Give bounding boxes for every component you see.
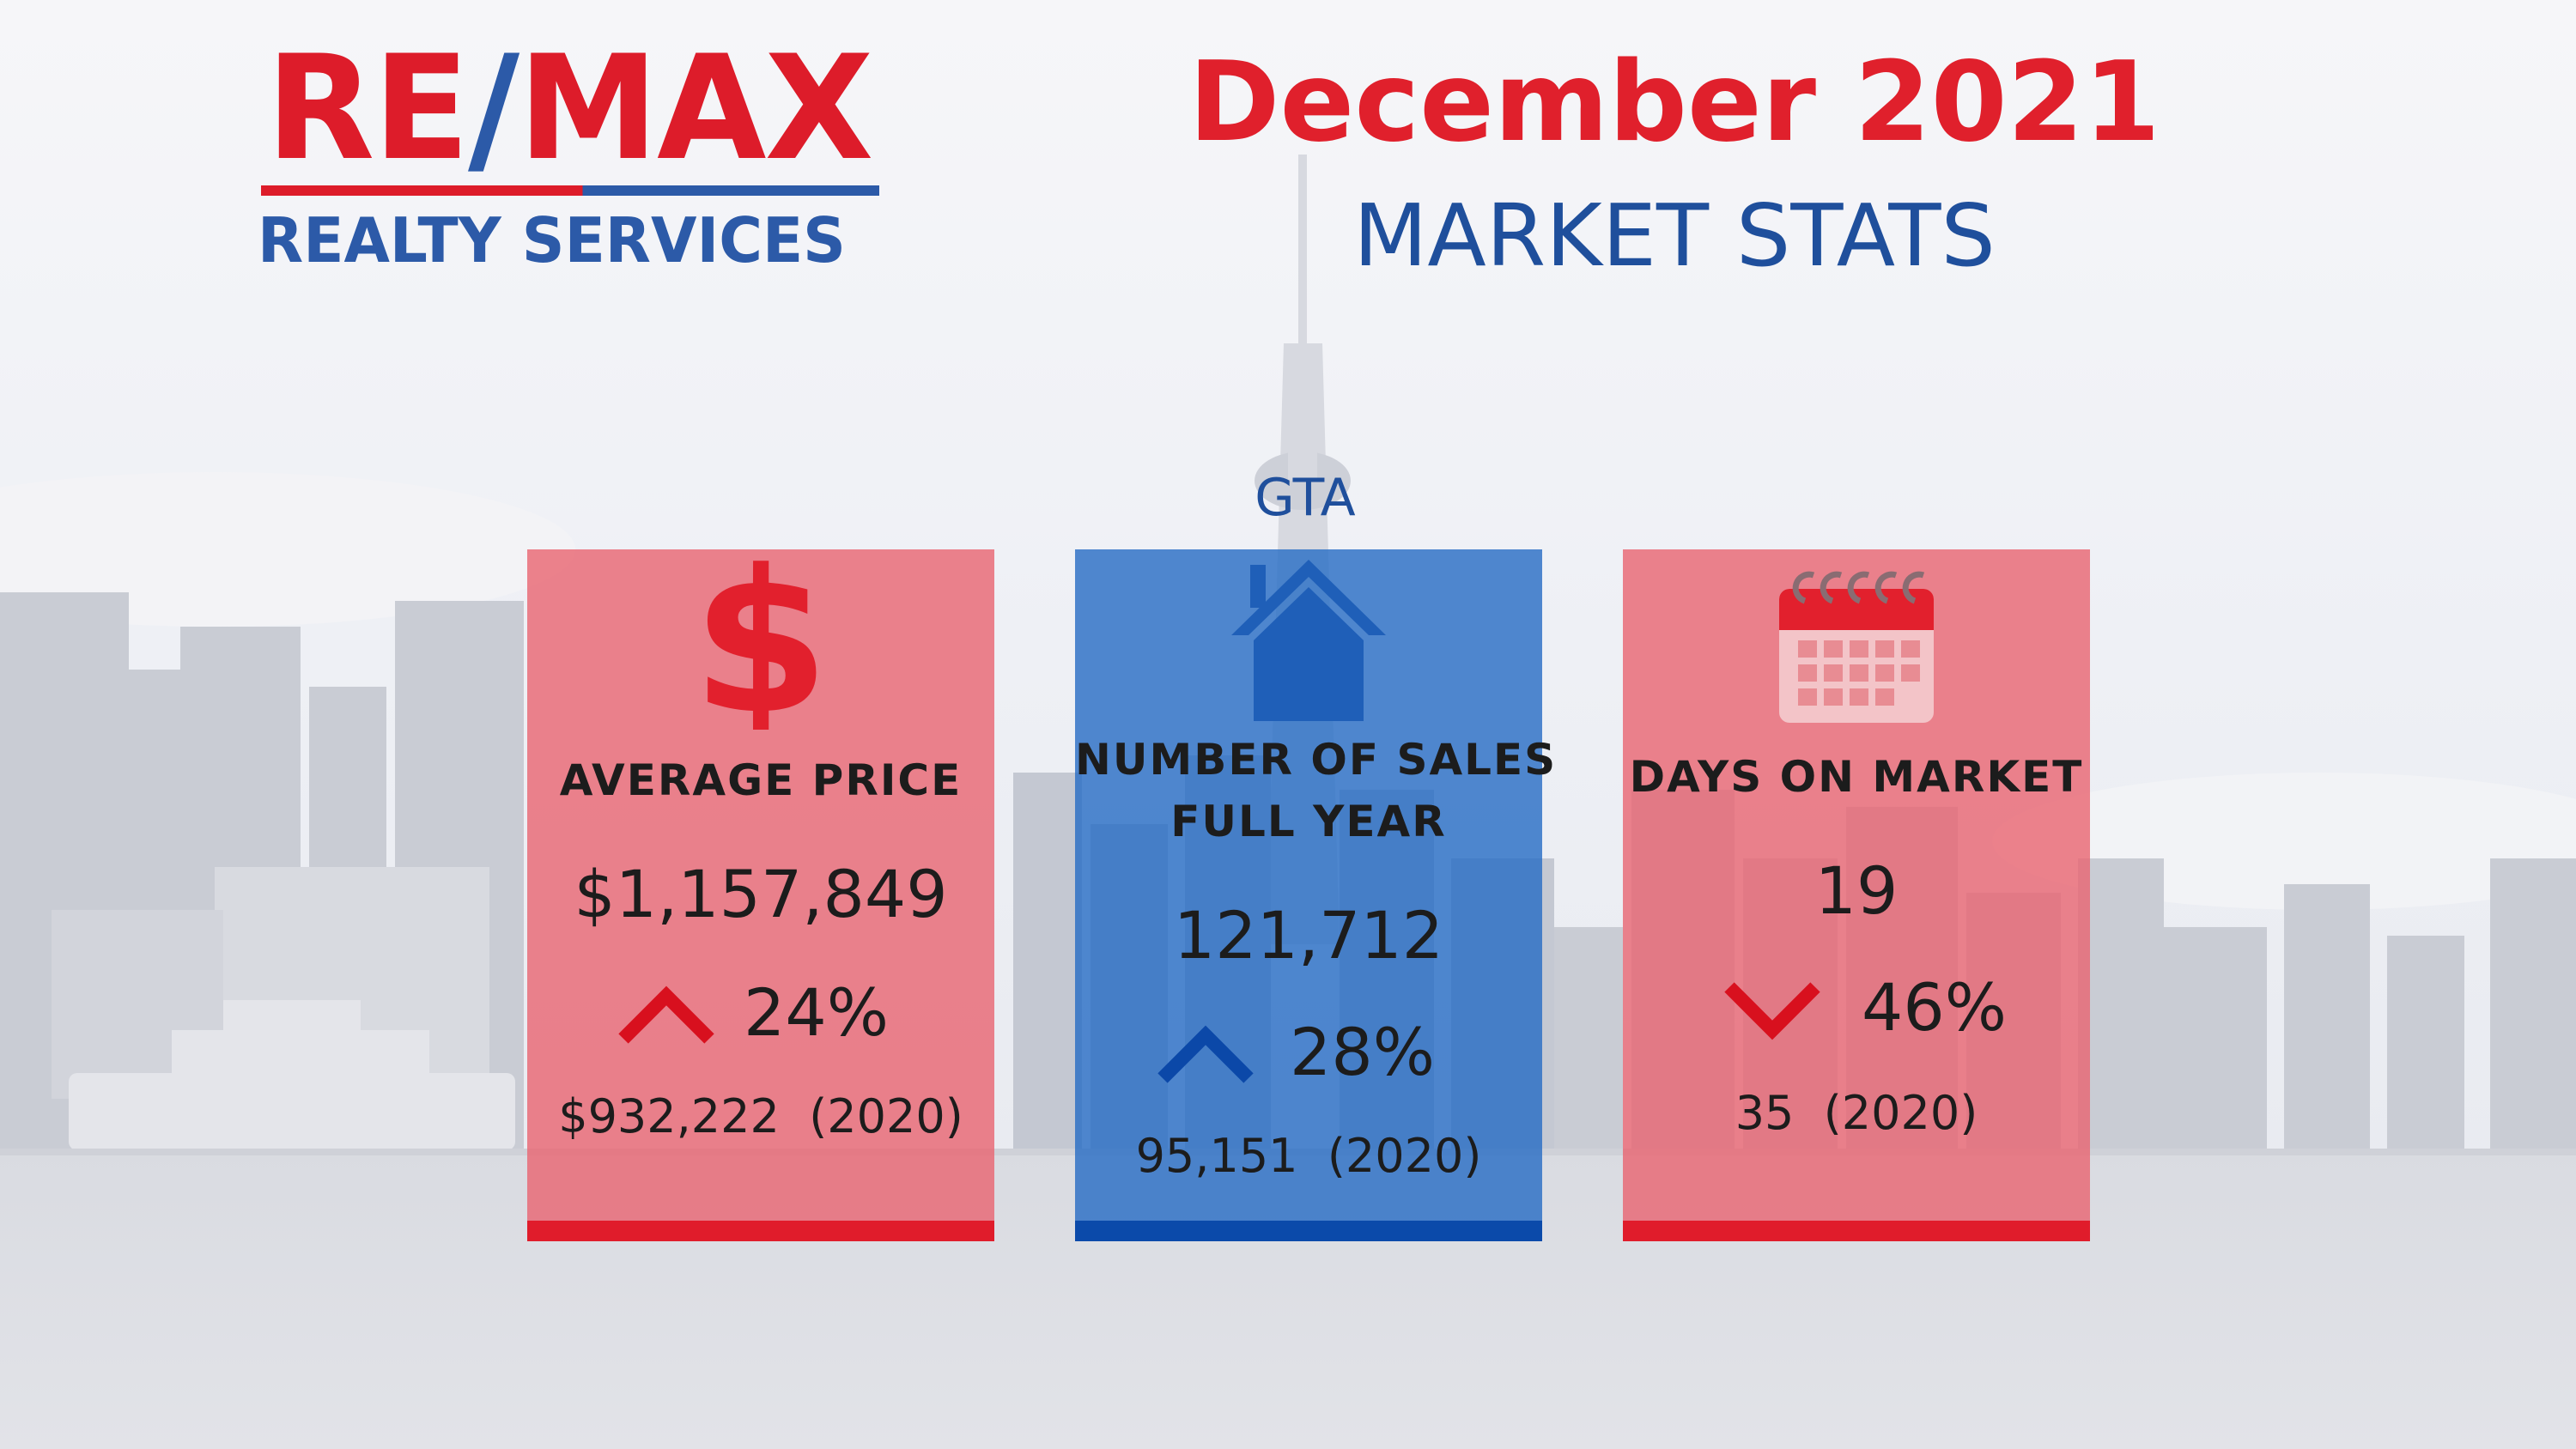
days-on-market-value: 19 — [1814, 852, 1899, 929]
arrow-up-icon — [1157, 1025, 1254, 1083]
number-of-sales-value: 121,712 — [1173, 897, 1444, 973]
brand-logo-re: RE — [265, 24, 470, 192]
average-price-value: $1,157,849 — [574, 856, 948, 932]
house-icon — [1231, 560, 1386, 721]
number-of-sales-previous: 95,151 (2020) — [1135, 1129, 1482, 1183]
brand-underline — [261, 185, 879, 196]
brand-logo-subtitle: REALTY SERVICES — [258, 204, 846, 276]
days-on-market-previous: 35 (2020) — [1735, 1086, 1978, 1140]
region-label: GTA — [1255, 468, 1356, 528]
number-of-sales-card: NUMBER OF SALES FULL YEAR 121,712 28% 95… — [1075, 549, 1558, 1241]
dollar-icon: $ — [692, 558, 829, 730]
number-of-sales-label: NUMBER OF SALES — [1075, 735, 1558, 785]
number-of-sales-label-line2: FULL YEAR — [1170, 797, 1447, 846]
number-of-sales-change-pct: 28% — [1290, 1014, 1435, 1090]
days-on-market-card: DAYS ON MARKET 19 46% 35 (2020) — [1623, 549, 2090, 1241]
brand-logo-slash: / — [468, 24, 519, 192]
calendar-icon — [1779, 571, 1934, 723]
page-subtitle: MARKET STATS — [1353, 185, 1996, 286]
arrow-up-icon — [618, 985, 714, 1044]
number-of-sales-change: 28% — [1075, 1009, 1542, 1095]
svg-text:$: $ — [692, 558, 829, 730]
average-price-previous: $932,222 (2020) — [558, 1089, 963, 1143]
brand-logo: RE/MAX — [258, 36, 880, 180]
average-price-label: AVERAGE PRICE — [559, 755, 963, 805]
days-on-market-change: 46% — [1623, 965, 2090, 1051]
average-price-change: 24% — [527, 970, 994, 1056]
average-price-card: $ AVERAGE PRICE $1,157,849 24% $932,222 … — [527, 549, 994, 1241]
days-on-market-label: DAYS ON MARKET — [1629, 752, 2084, 802]
average-price-change-pct: 24% — [744, 974, 889, 1051]
arrow-down-icon — [1724, 982, 1820, 1040]
days-on-market-change-pct: 46% — [1862, 969, 2007, 1046]
brand-logo-max: MAX — [518, 24, 873, 192]
page-title: December 2021 — [1188, 39, 2160, 167]
